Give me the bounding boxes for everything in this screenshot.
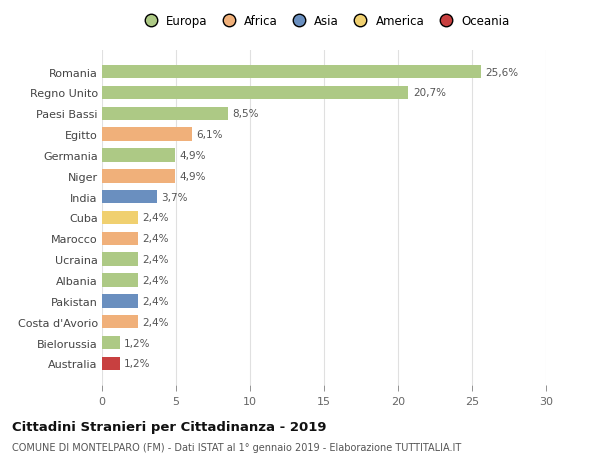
Bar [102,274,137,287]
Bar [102,294,137,308]
Bar [102,336,120,350]
Text: 2,4%: 2,4% [142,317,169,327]
Bar [102,190,157,204]
Text: 25,6%: 25,6% [485,67,518,78]
Text: Cittadini Stranieri per Cittadinanza - 2019: Cittadini Stranieri per Cittadinanza - 2… [12,420,326,433]
Text: 2,4%: 2,4% [142,234,169,244]
Bar [102,232,137,246]
Text: 8,5%: 8,5% [232,109,259,119]
Text: 2,4%: 2,4% [142,255,169,264]
Text: 6,1%: 6,1% [197,130,223,140]
Text: 2,4%: 2,4% [142,275,169,285]
Text: 4,9%: 4,9% [179,172,205,181]
Bar [102,211,137,225]
Bar [102,107,228,121]
Bar [102,149,175,162]
Bar [102,128,192,142]
Bar [102,170,175,183]
Bar [102,253,137,266]
Legend: Europa, Africa, Asia, America, Oceania: Europa, Africa, Asia, America, Oceania [136,13,512,30]
Bar [102,357,120,370]
Text: 2,4%: 2,4% [142,296,169,306]
Text: 2,4%: 2,4% [142,213,169,223]
Text: 1,2%: 1,2% [124,338,151,348]
Bar [102,86,409,100]
Bar [102,315,137,329]
Text: 20,7%: 20,7% [413,88,446,98]
Bar [102,66,481,79]
Text: COMUNE DI MONTELPARO (FM) - Dati ISTAT al 1° gennaio 2019 - Elaborazione TUTTITA: COMUNE DI MONTELPARO (FM) - Dati ISTAT a… [12,442,461,452]
Text: 1,2%: 1,2% [124,358,151,369]
Text: 4,9%: 4,9% [179,151,205,161]
Text: 3,7%: 3,7% [161,192,188,202]
